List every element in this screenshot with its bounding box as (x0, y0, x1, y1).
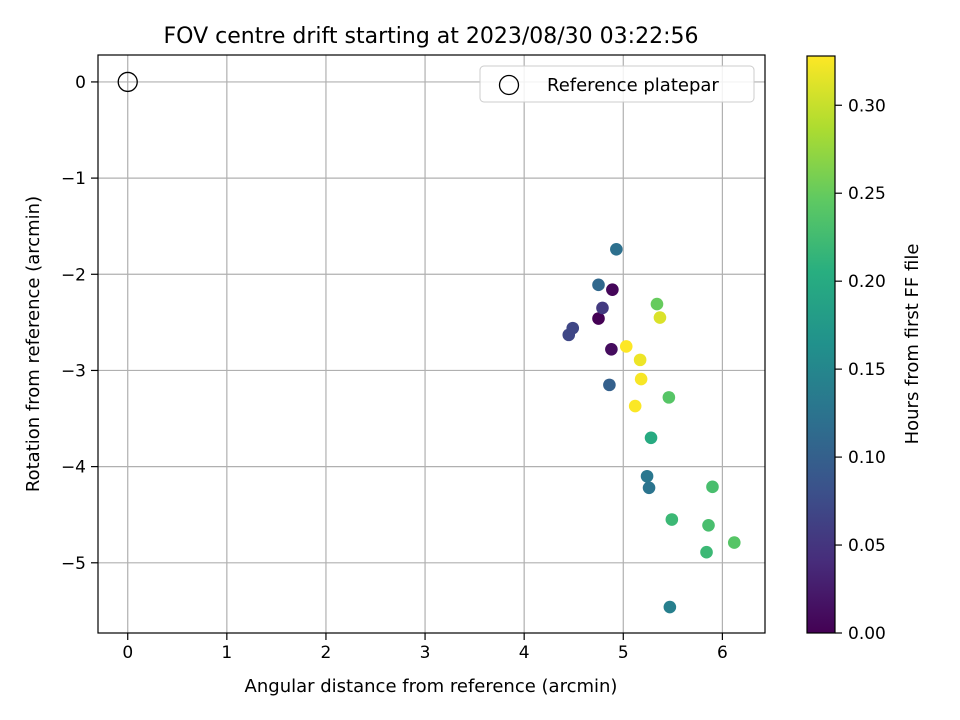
data-point (662, 391, 676, 404)
data-point (592, 278, 605, 292)
x-tick-label: 2 (321, 643, 332, 663)
colorbar: 0.00 0.05 0.10 0.15 0.20 0.25 0.30 Hours from … (806, 55, 923, 644)
colorbar-label: Hours from first FF file (902, 244, 923, 445)
data-point (603, 378, 616, 392)
chart-title: FOV centre drift starting at 2023/08/30 … (164, 24, 699, 49)
data-point (606, 283, 619, 296)
colorbar-tick-label: 0.00 (848, 624, 886, 644)
y-axis-label: Rotation from reference (arcmin) (23, 196, 44, 492)
x-tick-label: 0 (122, 643, 133, 663)
grid (98, 55, 765, 633)
colorbar-ticks: 0.00 0.05 0.10 0.15 0.20 0.25 0.30 (835, 96, 886, 644)
data-point (650, 297, 664, 311)
x-tick-label: 3 (420, 643, 431, 663)
data-point (644, 431, 658, 445)
data-point (566, 321, 580, 335)
data-point (700, 545, 713, 559)
y-tick-label: −3 (61, 361, 86, 381)
plot-frame (97, 54, 766, 634)
x-axis-label: Angular distance from reference (arcmin) (245, 676, 618, 697)
x-tick-label: 1 (221, 643, 232, 663)
y-axis-ticks: 0 −1 −2 −3 −4 −5 (61, 73, 98, 574)
data-point (642, 481, 656, 495)
colorbar-tick-label: 0.30 (848, 96, 886, 116)
data-points (117, 71, 741, 614)
colorbar-tick-label: 0.15 (848, 360, 886, 380)
legend-entry-reference: Reference platepar (547, 75, 719, 96)
legend-box (479, 65, 755, 103)
x-tick-label: 5 (618, 643, 629, 663)
data-point (727, 536, 741, 549)
data-point (640, 469, 654, 483)
colorbar-tick-label: 0.25 (848, 184, 886, 204)
colorbar-gradient (806, 55, 836, 634)
data-point (596, 301, 609, 315)
x-tick-label: 6 (717, 643, 728, 663)
data-point (610, 242, 623, 256)
data-point (633, 353, 647, 367)
reference-point (117, 71, 138, 93)
data-point (592, 312, 605, 325)
legend: Reference platepar (479, 65, 755, 103)
colorbar-tick-label: 0.10 (848, 448, 886, 468)
data-point (605, 342, 618, 356)
x-axis-ticks: 0 1 2 3 4 5 6 (122, 633, 728, 663)
legend-marker (498, 74, 520, 96)
data-point (628, 399, 642, 413)
data-point (619, 340, 633, 353)
data-point (665, 513, 679, 526)
data-point (663, 600, 677, 614)
x-tick-label: 4 (519, 643, 530, 663)
colorbar-tick-label: 0.20 (848, 272, 886, 292)
y-tick-label: −2 (61, 265, 86, 285)
y-tick-label: −5 (61, 554, 86, 574)
data-point (634, 372, 648, 386)
y-tick-label: 0 (75, 73, 86, 93)
y-tick-label: −4 (61, 458, 86, 478)
colorbar-tick-label: 0.05 (848, 536, 886, 556)
data-point (702, 518, 715, 532)
y-tick-label: −1 (61, 169, 86, 189)
data-point (706, 480, 719, 494)
data-point (653, 311, 667, 324)
